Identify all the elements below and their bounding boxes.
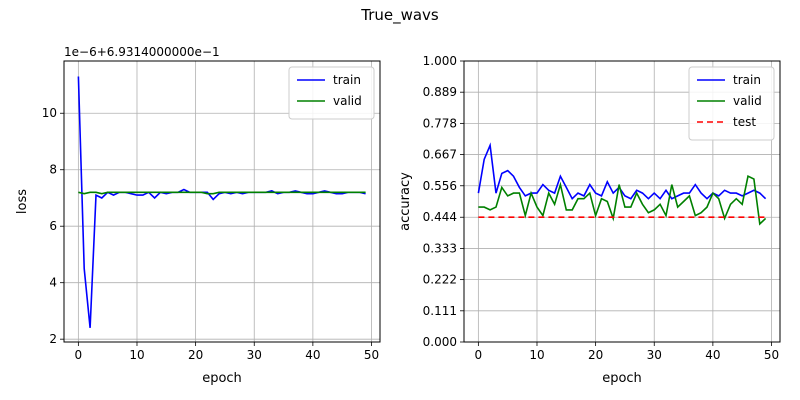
x-tick-label: 30	[247, 348, 262, 362]
y-tick-label: 0.556	[423, 179, 457, 193]
y-tick-label: 0.222	[423, 273, 457, 287]
y-tick-label: 0.667	[423, 148, 457, 162]
y-tick-label: 4	[49, 276, 57, 290]
y-tick-label: 0.778	[423, 116, 457, 130]
x-tick-label: 40	[705, 348, 720, 362]
legend-label-valid: valid	[333, 94, 362, 108]
series-line-train	[477, 142, 767, 201]
loss-chart: 0 10 20 30 40 50 2 4 6 8 10 epoch loss 1e−6+6.9314000…	[15, 45, 381, 386]
y-tick-label: 0.111	[423, 304, 457, 318]
x-tick-label: 50	[764, 348, 779, 362]
x-tick-label: 50	[364, 348, 379, 362]
x-tick-label: 40	[305, 348, 320, 362]
y-offset-text: 1e−6+6.9314000000e−1	[64, 45, 220, 59]
y-tick-label: 8	[49, 163, 57, 177]
x-tick-label: 0	[75, 348, 83, 362]
legend-label-test: test	[733, 115, 756, 129]
y-tick-label: 1.000	[423, 54, 457, 68]
legend-label-train: train	[733, 73, 761, 87]
x-tick-label: 20	[188, 348, 203, 362]
x-axis-label: epoch	[602, 371, 642, 386]
legend-label-valid: valid	[733, 94, 762, 108]
series-line-valid	[478, 175, 767, 226]
y-axis-label: accuracy	[398, 172, 413, 231]
figure-title: True_wavs	[360, 6, 439, 25]
x-tick-label: 10	[129, 348, 144, 362]
x-tick-label: 30	[647, 348, 662, 362]
x-tick-label: 20	[588, 348, 603, 362]
x-tick-label: 10	[529, 348, 544, 362]
legend-label-train: train	[333, 73, 361, 87]
accuracy-chart: 0 10 20 30 40 50 0.000 0.111 0.222 0.333 0.444 0.55…	[398, 54, 781, 386]
axes-frame	[63, 60, 381, 343]
y-tick-label: 0.889	[423, 85, 457, 99]
x-axis-label: epoch	[202, 371, 242, 386]
x-tick-label: 0	[475, 348, 483, 362]
legend-box	[288, 66, 375, 120]
y-tick-label: 0.000	[423, 335, 457, 349]
y-tick-label: 6	[49, 219, 57, 233]
y-tick-label: 0.333	[423, 241, 457, 255]
y-tick-label: 10	[42, 106, 57, 120]
y-tick-label: 0.444	[423, 210, 457, 224]
y-tick-label: 2	[49, 332, 57, 346]
series-line-valid	[78, 191, 366, 195]
axes-frame	[463, 60, 781, 343]
y-axis-label: loss	[15, 189, 30, 214]
